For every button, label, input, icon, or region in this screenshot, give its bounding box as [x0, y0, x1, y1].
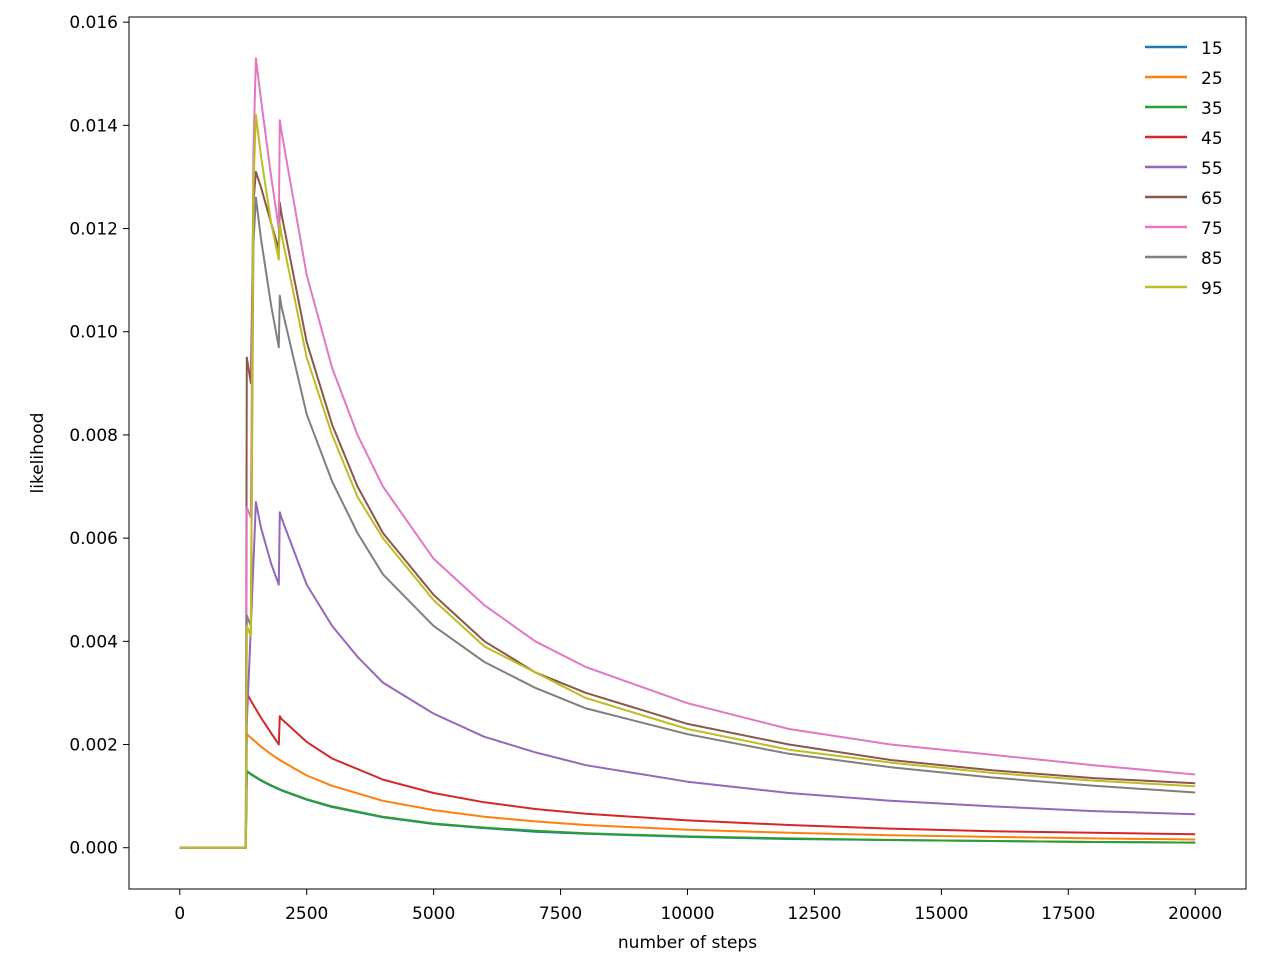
series-line-85: [179, 196, 1196, 849]
legend-label-35: 35: [1201, 99, 1223, 119]
x-axis: 0 2500 5000 7500 10000 12500 15000 17500 20000: [174, 889, 1222, 924]
y-tick-label: 0.010: [69, 323, 118, 343]
series-line-65: [179, 170, 1196, 849]
x-tick-label: 20000: [1168, 904, 1222, 924]
x-tick-label: 2500: [285, 904, 328, 924]
legend-label-95: 95: [1201, 279, 1223, 299]
x-tick-label: 12500: [787, 904, 841, 924]
x-tick-label: 17500: [1041, 904, 1095, 924]
series-lines: [179, 57, 1196, 849]
legend-label-25: 25: [1201, 69, 1223, 89]
x-tick-label: 5000: [412, 904, 455, 924]
x-tick-label: 15000: [914, 904, 968, 924]
legend-label-45: 45: [1201, 129, 1223, 149]
y-tick-label: 0.006: [69, 529, 118, 549]
y-axis-title: likelihood: [28, 413, 48, 494]
series-line-55: [179, 501, 1196, 849]
y-tick-label: 0.002: [69, 736, 118, 756]
series-line-45: [179, 691, 1196, 849]
y-tick-label: 0.008: [69, 426, 118, 446]
y-tick-label: 0.014: [69, 116, 118, 136]
legend: 15 25 35 45 55 65 75 85 95: [1145, 39, 1223, 299]
y-tick-label: 0.012: [69, 220, 118, 240]
y-tick-label: 0.000: [69, 839, 118, 859]
series-line-75: [179, 57, 1196, 849]
series-line-35: [179, 769, 1196, 849]
x-tick-label: 0: [174, 904, 185, 924]
y-tick-label: 0.016: [69, 13, 118, 33]
legend-label-65: 65: [1201, 189, 1223, 209]
x-tick-label: 10000: [660, 904, 714, 924]
legend-label-75: 75: [1201, 219, 1223, 239]
x-tick-label: 7500: [539, 904, 582, 924]
y-tick-label: 0.004: [69, 632, 118, 652]
plot-frame: [128, 16, 1247, 890]
x-axis-title: number of steps: [618, 933, 757, 953]
y-axis: 0.000 0.002 0.004 0.006 0.008 0.010 0.012 0.014…: [69, 13, 129, 859]
legend-label-15: 15: [1201, 39, 1223, 59]
legend-label-85: 85: [1201, 249, 1223, 269]
series-line-95: [179, 114, 1196, 849]
series-line-25: [179, 733, 1196, 849]
legend-label-55: 55: [1201, 159, 1223, 179]
